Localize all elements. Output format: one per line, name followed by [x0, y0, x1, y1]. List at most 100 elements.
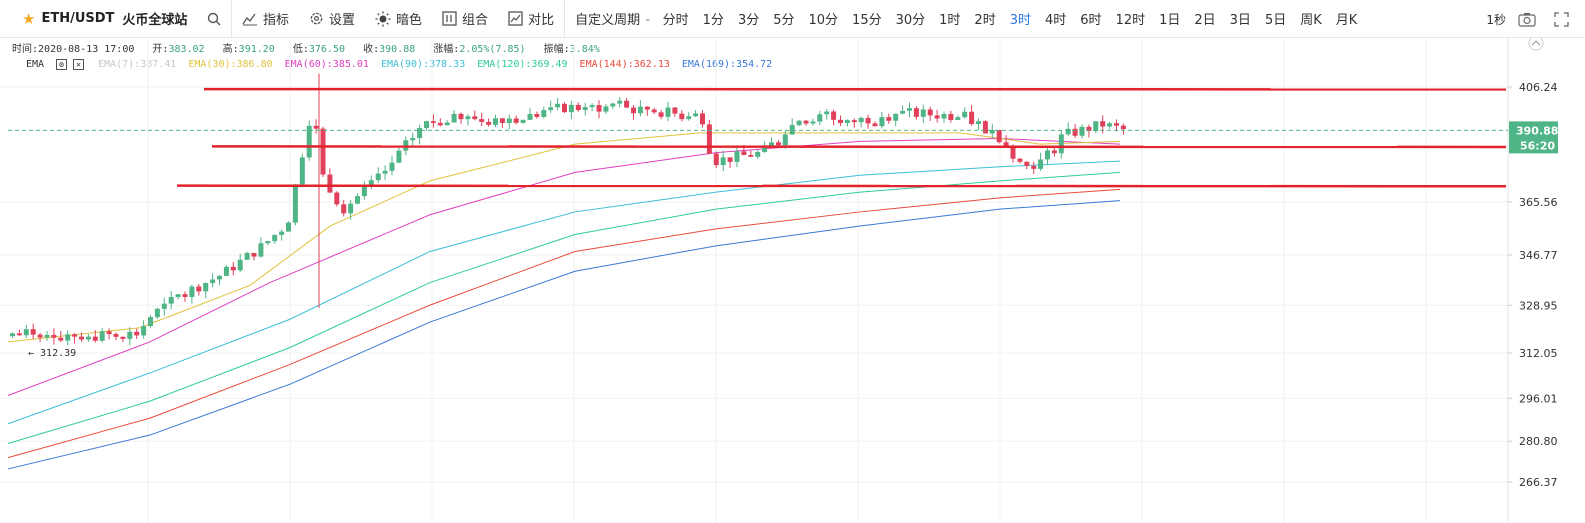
- candle-body: [913, 108, 919, 117]
- candle-body: [803, 120, 809, 124]
- candle-body: [562, 103, 567, 113]
- candle-body: [120, 336, 126, 339]
- period-15[interactable]: 3日: [1229, 13, 1251, 28]
- search-icon[interactable]: [207, 12, 221, 26]
- kline-chart[interactable]: 406.24 365.56 346.77 328.95 312.05 296.01 280.…: [0, 38, 1585, 523]
- period-18[interactable]: 月K: [1335, 13, 1358, 28]
- candle-body: [748, 154, 754, 157]
- ema-120-line: [7, 171, 1121, 444]
- period-3[interactable]: 5分: [773, 13, 795, 28]
- candle-body: [720, 157, 726, 166]
- close-label: 收:: [363, 44, 380, 55]
- candle-body: [175, 294, 181, 297]
- candle-body: [706, 124, 712, 154]
- amplitude-value: 3.84%: [569, 44, 600, 55]
- period-8[interactable]: 2时: [974, 13, 996, 28]
- ema-legend-item-5: EMA(144):362.13: [579, 59, 670, 70]
- period-7[interactable]: 1时: [939, 13, 961, 28]
- candle-body: [996, 129, 1002, 143]
- candle-body: [493, 118, 498, 125]
- candle-body: [368, 180, 374, 187]
- ema-legend-item-1: EMA(30):386.80: [188, 59, 273, 70]
- price-tick-label-7: 266.37: [1519, 476, 1558, 489]
- period-4[interactable]: 10分: [808, 13, 839, 28]
- ema-169-line: [7, 200, 1121, 470]
- period-list: 分时 1分 3分 5分 10分 15分 30分 1时 2时 3时 4时 6时 12时 1日 2日 3日 5日 周K…: [656, 9, 1365, 28]
- candle-body: [223, 266, 229, 276]
- candle-body: [499, 118, 505, 123]
- candle-body: [148, 317, 153, 327]
- price-tick-label-4: 312.05: [1519, 347, 1558, 360]
- close-value: 390.88: [379, 44, 416, 55]
- period-6[interactable]: 30分: [895, 13, 926, 28]
- indicators-button[interactable]: 指标: [232, 0, 299, 38]
- ohlc-info: 时间:2020-08-13 17:00 开:383.02 高:391.20 低:…: [12, 40, 600, 55]
- period-1[interactable]: 1分: [702, 13, 724, 28]
- settings-button[interactable]: 设置: [299, 0, 365, 38]
- period-10[interactable]: 4时: [1044, 13, 1067, 28]
- star-icon[interactable]: ★: [22, 9, 36, 28]
- candle-body: [700, 113, 705, 125]
- right-tools: 1秒: [1474, 0, 1585, 38]
- combine-icon: [442, 11, 457, 26]
- compare-button[interactable]: 对比: [498, 0, 564, 38]
- candle-body: [838, 119, 843, 123]
- candle-body: [658, 112, 664, 117]
- candle-body: [375, 173, 381, 181]
- candle-body: [624, 100, 630, 108]
- time-label: 时间:: [12, 44, 39, 55]
- candle-body: [976, 121, 981, 124]
- combine-button[interactable]: 组合: [432, 0, 498, 38]
- compare-label: 对比: [528, 13, 555, 28]
- candle-body: [1086, 126, 1092, 132]
- candle-body: [534, 114, 540, 117]
- indicators-label: 指标: [263, 13, 290, 28]
- candle-body: [37, 334, 43, 338]
- candle-body: [796, 120, 802, 126]
- candle-body: [313, 125, 319, 129]
- symbol-selector[interactable]: ★ ETH/USDT 火币全球站: [0, 0, 232, 38]
- candle-body: [631, 107, 636, 114]
- period-13[interactable]: 1日: [1159, 13, 1181, 28]
- candle-body: [417, 128, 423, 139]
- period-0[interactable]: 分时: [662, 13, 689, 28]
- candle-body: [582, 107, 588, 110]
- period-9[interactable]: 3时: [1009, 13, 1031, 28]
- fullscreen-icon[interactable]: [1554, 11, 1569, 27]
- candle-body: [51, 334, 57, 338]
- period-5[interactable]: 15分: [852, 13, 882, 28]
- candle-body: [85, 336, 91, 340]
- top-toolbar: ★ ETH/USDT 火币全球站 指标 设置 暗色 组合 对比 自定义周期 ⌄ …: [0, 0, 1585, 38]
- interval-selector[interactable]: 1秒: [1486, 12, 1506, 27]
- period-17[interactable]: 周K: [1300, 13, 1322, 28]
- toolbar-divider: [564, 0, 566, 38]
- candle-body: [272, 234, 278, 242]
- candle-body: [465, 116, 471, 120]
- candle-body: [16, 333, 22, 336]
- period-14[interactable]: 2日: [1194, 13, 1216, 28]
- period-2[interactable]: 3分: [737, 13, 760, 28]
- collapse-icon: [1528, 38, 1544, 51]
- candle-body: [782, 134, 788, 146]
- price-tick-label-3: 328.95: [1519, 299, 1558, 312]
- candle-body: [341, 204, 347, 214]
- ema-settings-icon[interactable]: ⚙: [56, 59, 68, 70]
- candle-body: [1051, 150, 1057, 154]
- period-16[interactable]: 5日: [1264, 13, 1287, 28]
- ema-60-line: [7, 138, 1121, 396]
- candle-body: [320, 128, 326, 175]
- time-value: 2020-08-13 17:00: [38, 44, 135, 55]
- ema-144-line: [7, 188, 1121, 459]
- candle-body: [106, 331, 112, 334]
- period-12[interactable]: 12时: [1115, 13, 1146, 28]
- candle-body: [141, 326, 147, 336]
- camera-icon[interactable]: [1518, 12, 1536, 27]
- candle-body: [762, 145, 768, 152]
- candle-body: [154, 308, 160, 318]
- period-11[interactable]: 6时: [1080, 13, 1102, 28]
- ema-close-icon[interactable]: ✕: [73, 59, 85, 70]
- dark-mode-button[interactable]: 暗色: [365, 0, 432, 38]
- custom-period-dropdown[interactable]: 自定义周期 ⌄: [565, 0, 656, 38]
- countdown-text: 56:20: [1520, 139, 1555, 152]
- candle-body: [334, 192, 340, 205]
